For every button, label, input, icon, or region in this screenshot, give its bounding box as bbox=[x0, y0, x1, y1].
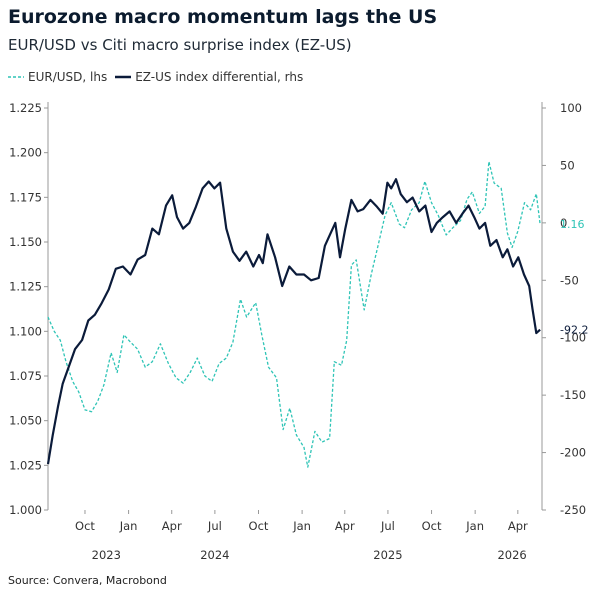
x-tick-label: Jul bbox=[380, 519, 395, 533]
x-year-label: 2024 bbox=[200, 548, 229, 562]
legend-label-differential: EZ-US index differential, rhs bbox=[135, 70, 304, 84]
right-tick-label: -50 bbox=[560, 273, 579, 287]
left-tick-label: 1.200 bbox=[9, 146, 42, 160]
legend-item-eurusd: EUR/USD, lhs bbox=[8, 70, 107, 84]
end-label-eurusd: 1.16 bbox=[560, 218, 585, 231]
x-tick-label: Oct bbox=[249, 519, 269, 533]
x-year-label: 2025 bbox=[373, 548, 402, 562]
x-tick-label: Apr bbox=[162, 519, 182, 533]
x-tick-label: Oct bbox=[422, 519, 442, 533]
series-line-differential bbox=[46, 178, 541, 465]
left-tick-label: 1.050 bbox=[9, 414, 42, 428]
x-tick-label: Jan bbox=[465, 519, 484, 533]
right-tick-label: 50 bbox=[560, 158, 575, 172]
x-tick-label: Oct bbox=[75, 519, 95, 533]
left-tick-label: 1.075 bbox=[9, 369, 42, 383]
x-tick-label: Jul bbox=[207, 519, 222, 533]
x-tick-label: Apr bbox=[508, 519, 528, 533]
right-tick-label: -250 bbox=[560, 503, 586, 517]
left-tick-label: 1.150 bbox=[9, 235, 42, 249]
left-tick-label: 1.100 bbox=[9, 324, 42, 338]
left-tick-label: 1.025 bbox=[9, 458, 42, 472]
right-tick-label: 0 bbox=[560, 216, 567, 230]
x-year-label: 2026 bbox=[497, 548, 526, 562]
legend-label-eurusd: EUR/USD, lhs bbox=[28, 70, 108, 84]
legend-swatch-eurusd bbox=[8, 76, 24, 78]
chart-title: Eurozone macro momentum lags the US bbox=[8, 6, 438, 28]
legend: EUR/USD, lhs EZ-US index differential, r… bbox=[8, 70, 303, 84]
x-tick-label: Apr bbox=[335, 519, 355, 533]
left-tick-label: 1.000 bbox=[9, 503, 42, 517]
right-tick-label: -150 bbox=[560, 388, 586, 402]
end-label-differential: -92.2 bbox=[560, 324, 588, 337]
right-tick-label: -200 bbox=[560, 446, 586, 460]
left-tick-label: 1.175 bbox=[9, 190, 42, 204]
right-tick-label: 100 bbox=[560, 101, 582, 115]
source-note: Source: Convera, Macrobond bbox=[8, 574, 167, 587]
legend-swatch-differential bbox=[115, 75, 132, 79]
left-tick-label: 1.125 bbox=[9, 280, 42, 294]
x-tick-label: Jan bbox=[119, 519, 138, 533]
x-year-label: 2023 bbox=[92, 548, 121, 562]
right-tick-label: -100 bbox=[560, 331, 586, 345]
legend-item-differential: EZ-US index differential, rhs bbox=[115, 70, 303, 84]
left-tick-label: 1.225 bbox=[9, 101, 42, 115]
x-tick-label: Jan bbox=[292, 519, 311, 533]
chart-subtitle: EUR/USD vs Citi macro surprise index (EZ… bbox=[8, 36, 352, 54]
series-line-eurusd bbox=[47, 160, 541, 468]
